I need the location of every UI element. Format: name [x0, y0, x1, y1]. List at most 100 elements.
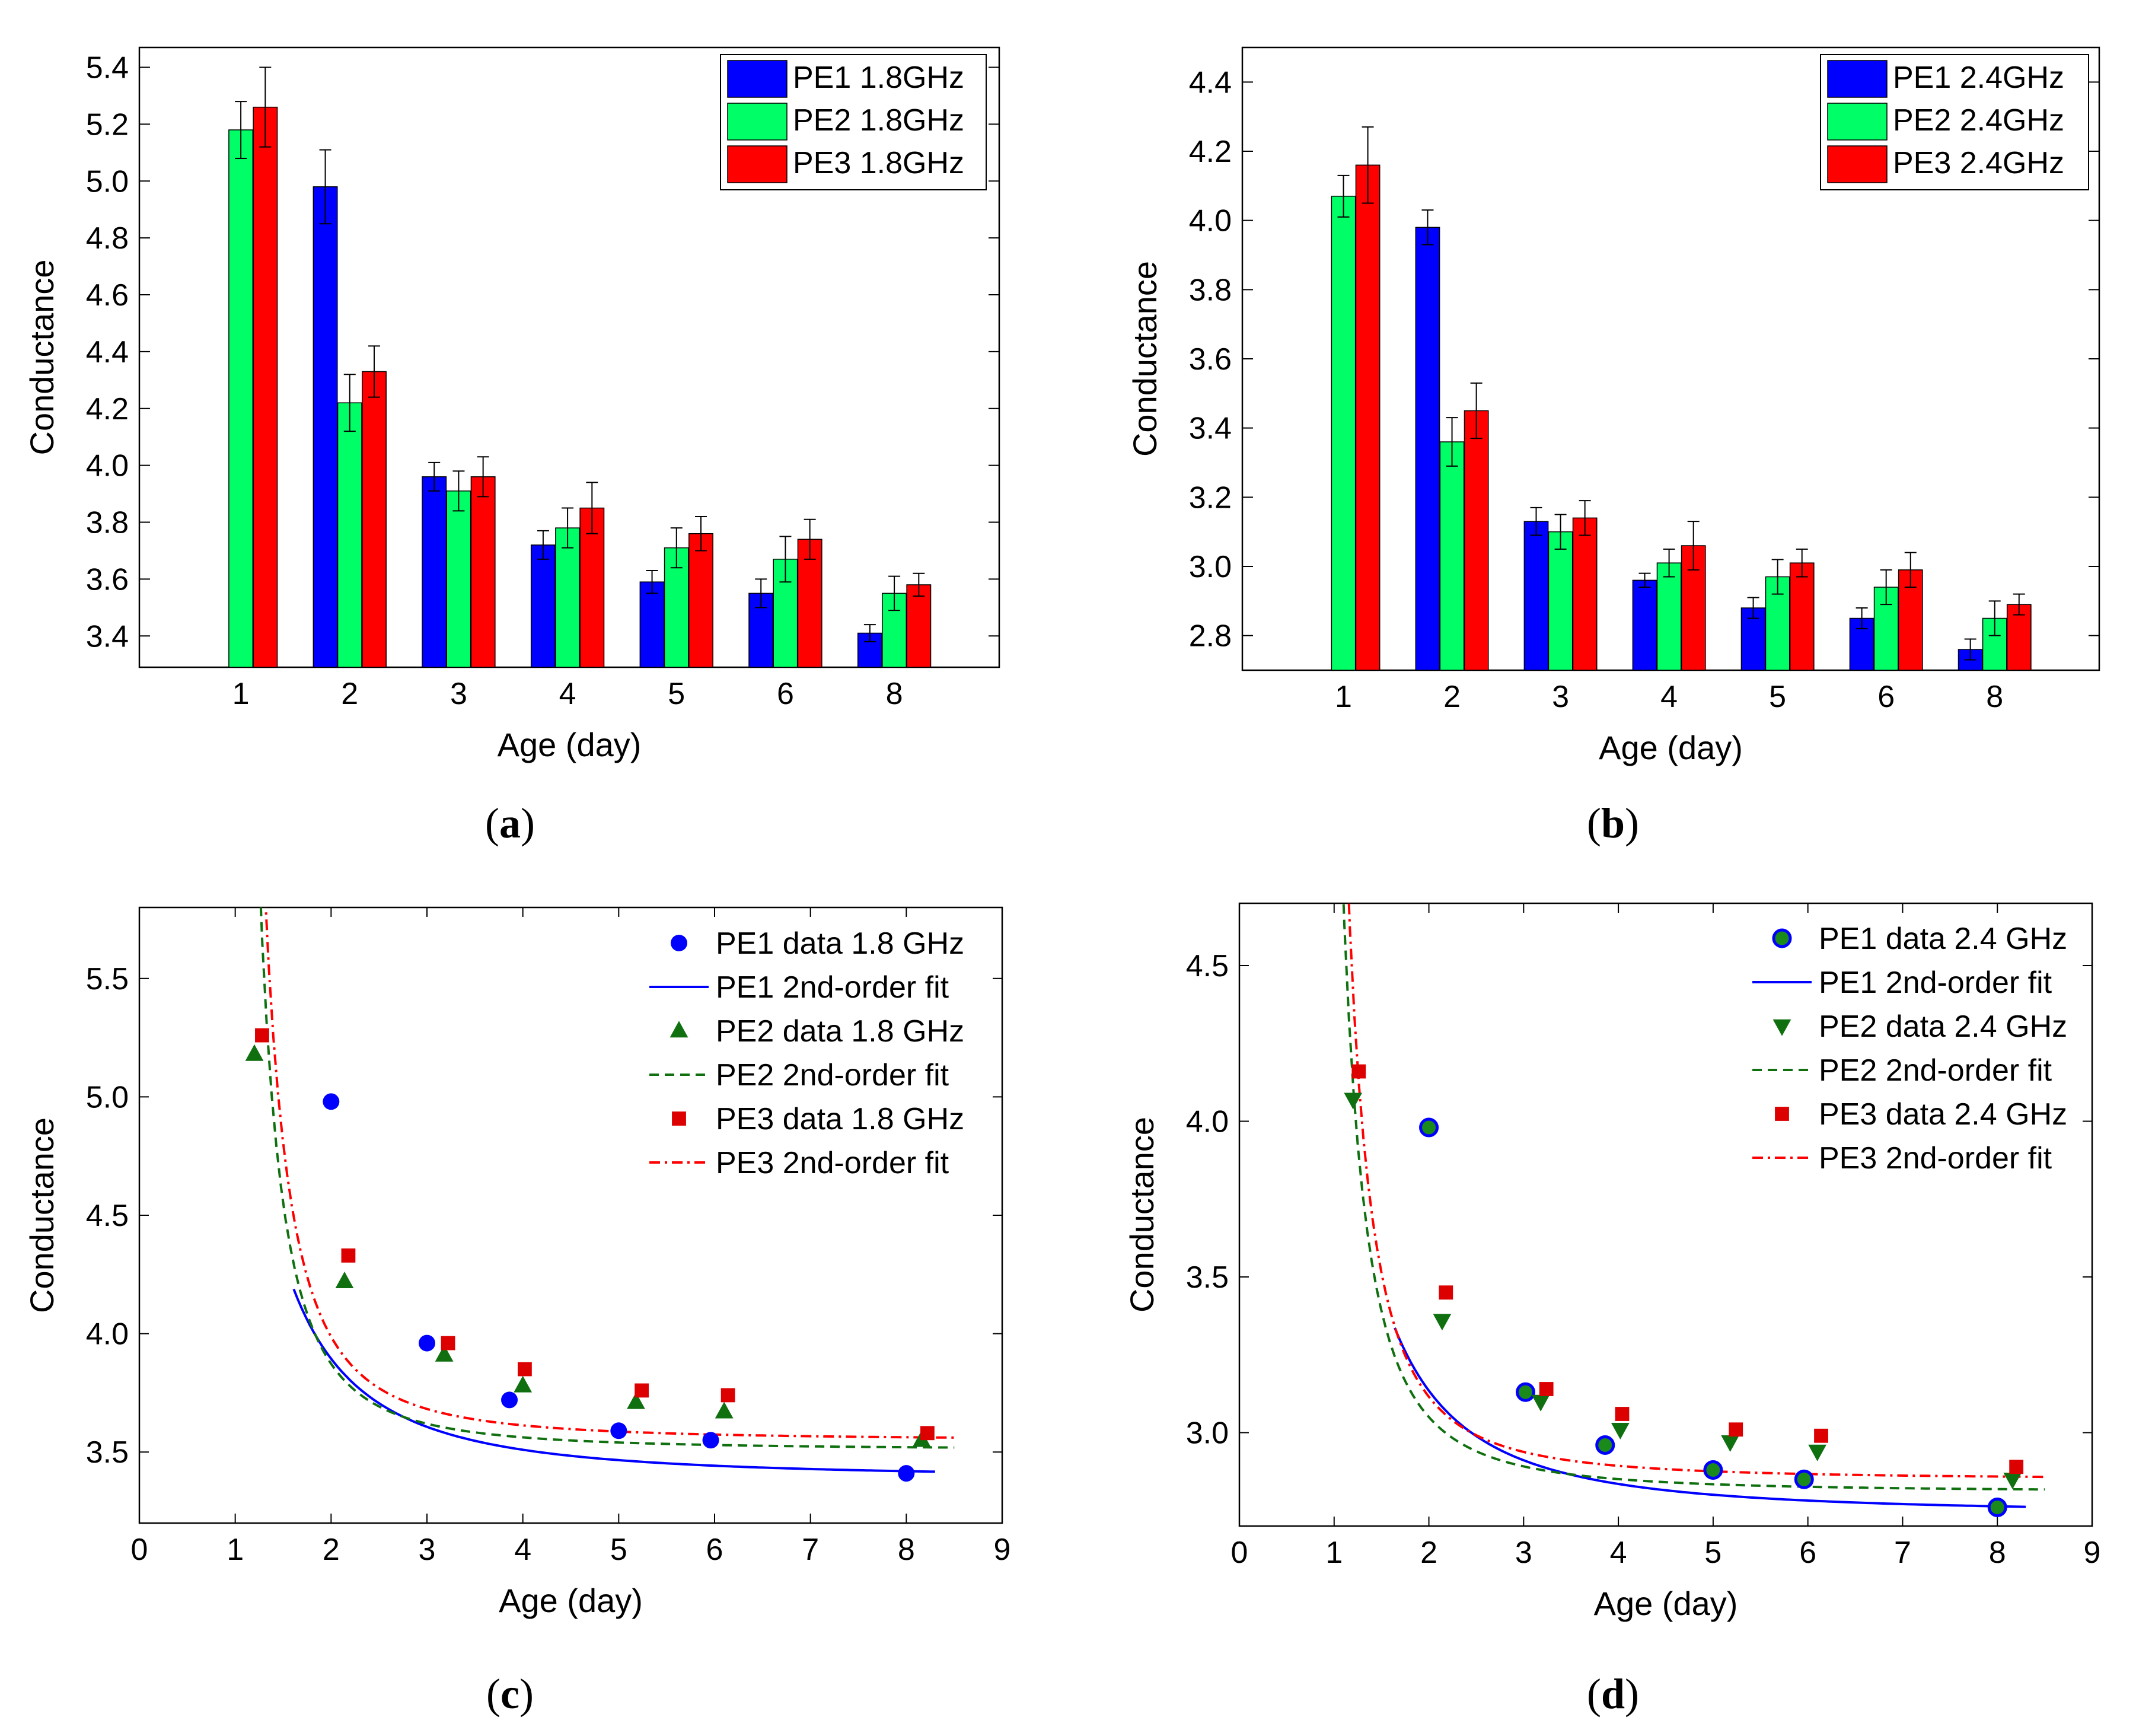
data-point	[441, 1336, 455, 1350]
data-point	[1775, 1107, 1789, 1121]
data-point	[255, 1028, 269, 1043]
bar	[446, 490, 471, 668]
y-tick-label: 4.0	[1186, 1105, 1229, 1139]
y-axis-label: Conductance	[23, 1117, 60, 1313]
data-point	[501, 1391, 518, 1409]
y-tick-label: 3.5	[86, 1435, 129, 1470]
panel-a-bar-chart: Age (day) Conductance 3.4 3.6 3.8 4.0 4.2 4.4 4.…	[23, 46, 1000, 763]
x-tick-label: 6	[777, 677, 794, 711]
legend-label: PE3 1.8GHz	[793, 146, 964, 180]
data-point	[610, 1422, 627, 1439]
y-tick-label: 3.0	[1186, 1416, 1229, 1451]
bar	[1656, 562, 1682, 671]
bar	[1523, 521, 1549, 671]
bar	[1439, 441, 1465, 671]
data-point	[635, 1383, 649, 1398]
bar	[1464, 410, 1489, 671]
y-axis-label: Conductance	[23, 259, 60, 455]
data-point	[670, 1021, 688, 1038]
legend-label: PE2 2nd-order fit	[716, 1058, 949, 1092]
bar	[797, 539, 822, 668]
x-tick-label: 7	[1894, 1536, 1911, 1570]
bar	[639, 581, 665, 668]
y-tick-label: 4.5	[1186, 949, 1229, 983]
data-point	[514, 1375, 533, 1393]
data-point	[1729, 1422, 1743, 1437]
data-point	[1615, 1407, 1630, 1421]
x-tick-label: 8	[898, 1533, 915, 1567]
x-axis-label: Age (day)	[499, 1582, 643, 1619]
legend-label: PE1 data 1.8 GHz	[716, 926, 964, 961]
x-tick-label: 6	[706, 1533, 723, 1567]
plot-area	[245, 907, 957, 1482]
x-tick-label: 4	[1610, 1536, 1627, 1570]
bar	[362, 371, 387, 668]
caption-d: (d)	[1587, 1670, 1639, 1718]
bar	[555, 527, 581, 668]
data-point	[920, 1426, 935, 1441]
data-point	[1721, 1435, 1740, 1452]
x-tick-label: 1	[1335, 680, 1352, 714]
legend-swatch	[1827, 145, 1888, 183]
bar	[253, 106, 278, 668]
fit-line	[1347, 903, 2047, 1479]
legend-swatch	[727, 145, 788, 183]
fit-line	[1394, 1327, 2026, 1508]
panel-d-scatter-fit-chart: Age (day) Conductance 0 1 2 3 4 5 6 7 8 9 3.0 3.5 4.0 4…	[1123, 902, 2100, 1622]
x-tick-label: 5	[1769, 680, 1786, 714]
data-point	[702, 1432, 719, 1449]
data-point	[1419, 1117, 1439, 1138]
data-point	[518, 1362, 532, 1377]
data-point	[1595, 1435, 1615, 1455]
y-tick-label: 4.0	[86, 1317, 129, 1352]
bar	[313, 186, 338, 668]
data-point	[2009, 1460, 2024, 1474]
y-tick-label: 5.2	[86, 107, 129, 142]
legend-swatch	[727, 60, 788, 98]
x-tick-label: 9	[994, 1533, 1011, 1567]
data-point	[1344, 1092, 1363, 1110]
legend-label: PE2 2nd-order fit	[1819, 1053, 2052, 1088]
bar	[1789, 562, 1815, 671]
data-point	[341, 1248, 356, 1263]
y-axis-label: Conductance	[1126, 261, 1163, 457]
data-point	[323, 1093, 340, 1110]
legend-label: PE3 data 2.4 GHz	[1819, 1097, 2067, 1132]
legend-label: PE2 data 1.8 GHz	[716, 1014, 964, 1049]
y-tick-label: 5.0	[86, 1080, 129, 1114]
legend-label: PE1 data 2.4 GHz	[1819, 922, 2067, 956]
bar	[422, 476, 447, 668]
legend-label: PE3 data 1.8 GHz	[716, 1102, 964, 1136]
y-axis-label: Conductance	[1123, 1117, 1161, 1313]
x-tick-label: 3	[450, 677, 467, 711]
data-point	[1772, 1019, 1791, 1036]
fit-line	[264, 907, 957, 1439]
data-point	[1611, 1423, 1630, 1440]
legend-label: PE1 2nd-order fit	[1819, 966, 2052, 1000]
data-point	[898, 1465, 915, 1482]
x-tick-label: 3	[419, 1533, 436, 1567]
data-point	[627, 1392, 645, 1409]
fit-line	[1342, 903, 2045, 1491]
data-point	[1439, 1285, 1453, 1300]
legend-label: PE2 2.4GHz	[1893, 103, 2064, 138]
x-tick-label: 1	[1325, 1536, 1343, 1570]
legend-label: PE1 2nd-order fit	[716, 970, 949, 1005]
bar	[1355, 164, 1381, 671]
bar	[228, 129, 254, 668]
y-tick-label: 3.6	[86, 562, 129, 597]
caption-c: (c)	[486, 1670, 534, 1718]
caption-a: (a)	[485, 799, 535, 847]
x-axis-label: Age (day)	[498, 726, 642, 763]
x-tick-label: 5	[610, 1533, 627, 1567]
x-tick-label: 5	[668, 677, 685, 711]
panel-c-scatter-fit-chart: Age (day) Conductance 0 1 2 3 4 5 6 7 8 9 3.5 4.0 4.5 5…	[23, 906, 1011, 1619]
bar	[1873, 587, 1899, 671]
x-tick-label: 1	[227, 1533, 244, 1567]
bar	[1415, 227, 1440, 671]
data-point	[435, 1345, 454, 1362]
y-tick-label: 4.4	[1189, 65, 1232, 100]
bar	[579, 507, 605, 668]
x-tick-label: 3	[1552, 680, 1569, 714]
